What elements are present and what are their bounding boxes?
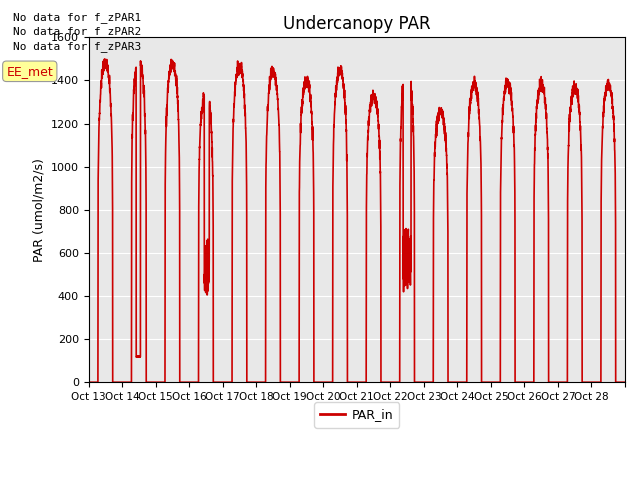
Text: No data for f_zPAR3: No data for f_zPAR3 xyxy=(13,41,141,52)
Text: No data for f_zPAR2: No data for f_zPAR2 xyxy=(13,26,141,37)
Text: No data for f_zPAR1: No data for f_zPAR1 xyxy=(13,12,141,23)
Title: Undercanopy PAR: Undercanopy PAR xyxy=(283,15,431,33)
Legend: PAR_in: PAR_in xyxy=(314,402,399,428)
Text: EE_met: EE_met xyxy=(6,65,53,78)
Y-axis label: PAR (umol/m2/s): PAR (umol/m2/s) xyxy=(32,158,45,262)
